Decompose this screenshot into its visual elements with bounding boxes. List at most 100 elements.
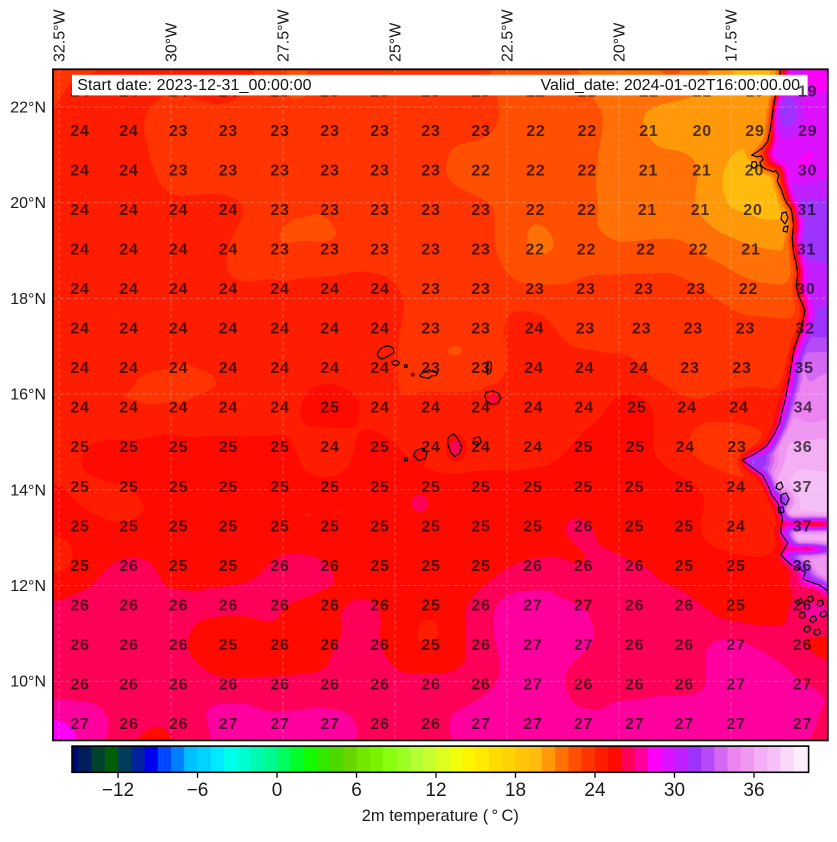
svg-text:24: 24 <box>119 360 138 377</box>
svg-text:22: 22 <box>739 281 758 298</box>
svg-text:25: 25 <box>421 637 440 654</box>
svg-text:25: 25 <box>471 479 490 496</box>
svg-text:29: 29 <box>798 123 817 140</box>
svg-text:26: 26 <box>270 637 289 654</box>
svg-text:22: 22 <box>578 123 597 140</box>
svg-text:26: 26 <box>169 597 188 614</box>
svg-text:27: 27 <box>793 677 812 694</box>
svg-text:27: 27 <box>574 716 593 733</box>
svg-text:23: 23 <box>219 123 238 140</box>
svg-text:24: 24 <box>524 400 543 417</box>
svg-text:24: 24 <box>169 242 188 259</box>
svg-text:25°W: 25°W <box>388 22 405 62</box>
svg-text:23: 23 <box>370 123 389 140</box>
svg-text:24: 24 <box>70 162 89 179</box>
svg-text:34: 34 <box>794 400 813 417</box>
svg-text:23: 23 <box>270 123 289 140</box>
svg-text:24: 24 <box>729 400 748 417</box>
svg-text:26: 26 <box>370 716 389 733</box>
svg-text:23: 23 <box>320 162 339 179</box>
svg-text:26: 26 <box>70 677 89 694</box>
svg-text:24: 24 <box>70 202 89 219</box>
svg-text:22: 22 <box>471 162 490 179</box>
svg-text:23: 23 <box>686 281 705 298</box>
svg-text:25: 25 <box>370 439 389 456</box>
svg-text:12°N: 12°N <box>10 578 46 595</box>
svg-text:23: 23 <box>471 360 490 377</box>
svg-text:24: 24 <box>726 518 745 535</box>
svg-text:0: 0 <box>272 780 283 801</box>
svg-text:24: 24 <box>270 360 289 377</box>
svg-text:Start date: 2023-12-31_00:00:0: Start date: 2023-12-31_00:00:00 <box>77 77 311 94</box>
svg-text:24: 24 <box>169 400 188 417</box>
svg-text:22.5°W: 22.5°W <box>500 8 517 62</box>
svg-text:25: 25 <box>219 518 238 535</box>
svg-text:20: 20 <box>745 162 764 179</box>
svg-text:24: 24 <box>169 281 188 298</box>
svg-text:26: 26 <box>574 677 593 694</box>
svg-text:24: 24 <box>219 360 238 377</box>
svg-text:25: 25 <box>219 558 238 575</box>
svg-text:27: 27 <box>726 637 745 654</box>
svg-text:17.5°W: 17.5°W <box>724 8 741 62</box>
svg-text:26: 26 <box>320 637 339 654</box>
svg-text:23: 23 <box>370 242 389 259</box>
svg-text:26: 26 <box>169 677 188 694</box>
svg-text:23: 23 <box>576 281 595 298</box>
svg-text:27: 27 <box>726 677 745 694</box>
svg-text:27: 27 <box>675 716 694 733</box>
svg-text:26: 26 <box>370 637 389 654</box>
svg-text:25: 25 <box>523 518 542 535</box>
svg-text:31: 31 <box>797 242 816 259</box>
svg-text:23: 23 <box>736 321 755 338</box>
svg-text:24: 24 <box>370 321 389 338</box>
svg-text:16°N: 16°N <box>10 387 46 404</box>
svg-text:18°N: 18°N <box>10 291 46 308</box>
svg-text:26: 26 <box>119 716 138 733</box>
svg-text:24: 24 <box>119 162 138 179</box>
svg-text:23: 23 <box>169 162 188 179</box>
svg-text:24: 24 <box>270 321 289 338</box>
svg-text:24: 24 <box>370 400 389 417</box>
svg-text:23: 23 <box>421 162 440 179</box>
svg-text:27: 27 <box>270 716 289 733</box>
svg-text:−12: −12 <box>102 780 134 801</box>
svg-text:32.5°W: 32.5°W <box>52 8 69 62</box>
svg-text:26: 26 <box>320 677 339 694</box>
svg-text:24: 24 <box>524 360 543 377</box>
svg-text:25: 25 <box>625 479 644 496</box>
svg-text:24: 24 <box>726 479 745 496</box>
svg-text:26: 26 <box>471 677 490 694</box>
svg-text:26: 26 <box>119 558 138 575</box>
svg-text:25: 25 <box>370 558 389 575</box>
svg-text:25: 25 <box>169 479 188 496</box>
svg-text:29: 29 <box>745 123 764 140</box>
svg-text:24: 24 <box>70 360 89 377</box>
svg-text:26: 26 <box>320 558 339 575</box>
svg-text:23: 23 <box>684 321 703 338</box>
svg-text:25: 25 <box>421 558 440 575</box>
svg-text:20°N: 20°N <box>10 195 46 212</box>
svg-text:26: 26 <box>270 597 289 614</box>
svg-text:26: 26 <box>675 597 694 614</box>
svg-text:26: 26 <box>169 716 188 733</box>
svg-text:25: 25 <box>421 479 440 496</box>
svg-text:22: 22 <box>689 242 708 259</box>
svg-text:27.5°W: 27.5°W <box>276 8 293 62</box>
svg-text:26: 26 <box>270 558 289 575</box>
svg-text:24: 24 <box>219 281 238 298</box>
svg-text:31: 31 <box>797 202 816 219</box>
svg-text:25: 25 <box>421 518 440 535</box>
svg-text:24: 24 <box>370 281 389 298</box>
svg-text:24: 24 <box>320 281 339 298</box>
svg-text:26: 26 <box>471 597 490 614</box>
svg-text:24: 24 <box>119 281 138 298</box>
svg-text:24: 24 <box>677 400 696 417</box>
svg-text:27: 27 <box>523 597 542 614</box>
svg-text:24: 24 <box>320 321 339 338</box>
svg-text:25: 25 <box>626 439 645 456</box>
svg-text:22: 22 <box>525 242 544 259</box>
svg-text:24: 24 <box>421 400 440 417</box>
svg-text:23: 23 <box>727 439 746 456</box>
svg-text:25: 25 <box>70 518 89 535</box>
